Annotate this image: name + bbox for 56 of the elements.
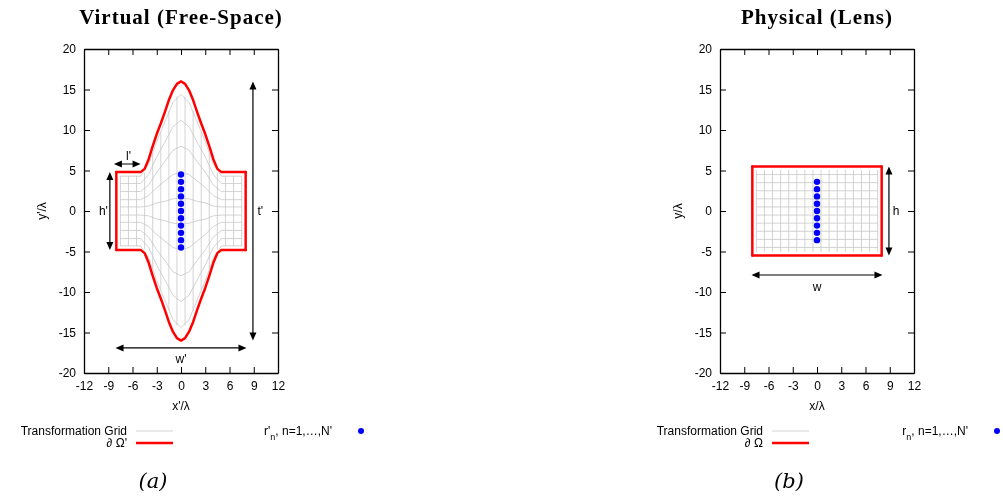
x-tick-label: -9 xyxy=(103,378,115,393)
x-tick-label: -3 xyxy=(787,378,799,393)
y-axis-title: y'/λ xyxy=(35,202,49,220)
x-tick-label: -9 xyxy=(739,378,751,393)
y-axis-title: y/λ xyxy=(671,203,685,219)
x-tick-label: -12 xyxy=(75,378,94,393)
y-tick-label: 0 xyxy=(69,204,77,219)
y-tick-label: 0 xyxy=(705,204,713,219)
x-tick-label: 3 xyxy=(202,378,210,393)
legend-label: r$_{n}$, n=1,…,N' xyxy=(902,424,968,442)
y-tick-label: 15 xyxy=(62,82,77,97)
x-tick-label: 12 xyxy=(907,378,922,393)
x-tick-label: -3 xyxy=(151,378,163,393)
legend-label: Transformation Grid xyxy=(656,424,763,438)
x-tick-label: 12 xyxy=(271,378,286,393)
x-tick-label: 3 xyxy=(838,378,846,393)
y-tick-label: 5 xyxy=(705,163,713,178)
legend-label: ∂ Ω' xyxy=(106,436,127,450)
x-tick-label: -6 xyxy=(763,378,775,393)
y-tick-label: -15 xyxy=(58,325,77,340)
annotation: t' xyxy=(257,204,264,219)
y-tick-label: 20 xyxy=(698,42,713,57)
y-tick-label: -5 xyxy=(701,244,713,259)
legend-label: Transformation Grid xyxy=(20,424,127,438)
y-tick-label: 10 xyxy=(62,123,77,138)
y-tick-label: -20 xyxy=(694,366,713,381)
annotation: l' xyxy=(125,149,131,164)
y-tick-label: -15 xyxy=(694,325,713,340)
y-tick-label: -10 xyxy=(694,285,713,300)
y-tick-label: -20 xyxy=(58,366,77,381)
text: (a) xyxy=(138,469,168,493)
x-tick-label: 9 xyxy=(886,378,894,393)
chart-title: Virtual (Free-Space) xyxy=(79,5,283,29)
y-tick-label: -10 xyxy=(58,285,77,300)
legend-label: r'$_{n}$, n=1,…,N' xyxy=(264,424,332,442)
x-tick-label: -12 xyxy=(711,378,730,393)
x-tick-label: 6 xyxy=(862,378,870,393)
y-tick-label: 15 xyxy=(698,82,713,97)
x-tick-label: 6 xyxy=(226,378,234,393)
legend-label: ∂ Ω xyxy=(744,436,764,450)
y-tick-label: 5 xyxy=(69,163,77,178)
y-tick-label: -5 xyxy=(65,244,77,259)
y-tick-label: 20 xyxy=(62,42,77,57)
x-tick-label: 0 xyxy=(814,378,822,393)
y-tick-label: 10 xyxy=(698,123,713,138)
annotation: w' xyxy=(174,352,187,367)
chart-title: Physical (Lens) xyxy=(740,5,894,29)
x-axis-title: x/λ xyxy=(809,399,825,413)
x-tick-label: -6 xyxy=(127,378,139,393)
x-tick-label: 9 xyxy=(250,378,258,393)
annotation: w xyxy=(811,279,822,294)
text: (b) xyxy=(774,469,804,493)
x-tick-label: 0 xyxy=(178,378,186,393)
annotation: h' xyxy=(98,204,108,219)
x-axis-title: x'/λ xyxy=(172,399,190,413)
annotation: h xyxy=(892,204,900,219)
